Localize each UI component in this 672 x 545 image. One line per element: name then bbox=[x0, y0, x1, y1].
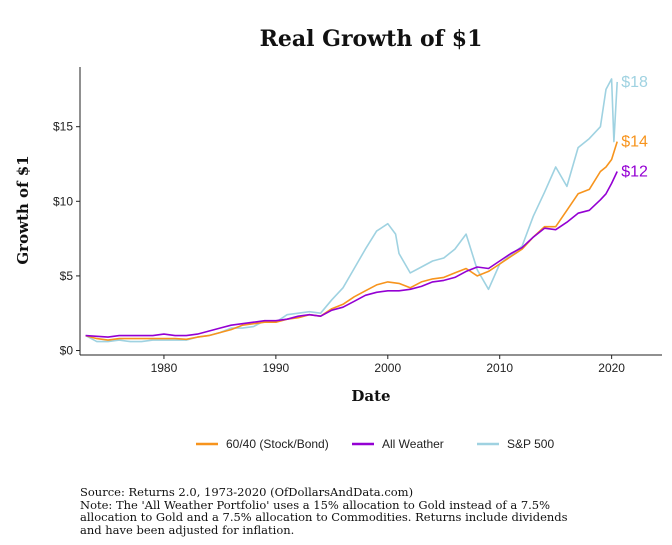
series-line-1 bbox=[85, 171, 618, 338]
legend-label-sp500: S&P 500 bbox=[507, 437, 554, 451]
source-line-1: Source: Returns 2.0, 1973-2020 (OfDollar… bbox=[80, 485, 414, 499]
source-note: Source: Returns 2.0, 1973-2020 (OfDollar… bbox=[80, 486, 665, 536]
source-line-2: Note: The 'All Weather Portfolio' uses a… bbox=[80, 497, 551, 512]
x-tick-label: 1990 bbox=[263, 361, 290, 375]
end-label-2: $18 bbox=[621, 74, 648, 91]
x-tick-label: 2000 bbox=[374, 361, 401, 375]
legend: 60/40 (Stock/Bond) All Weather S&P 500 bbox=[196, 437, 554, 451]
legend-item-all-weather: All Weather bbox=[352, 437, 444, 451]
x-tick-label: 1980 bbox=[151, 361, 178, 375]
legend-item-sp500: S&P 500 bbox=[477, 437, 554, 451]
end-labels: $14 $12 $18 bbox=[621, 74, 648, 181]
x-tick-label: 2020 bbox=[598, 361, 625, 375]
legend-item-6040: 60/40 (Stock/Bond) bbox=[196, 437, 329, 451]
legend-label-6040: 60/40 (Stock/Bond) bbox=[226, 437, 329, 451]
y-tick-label: $15 bbox=[53, 120, 73, 134]
end-label-0: $14 bbox=[621, 134, 648, 151]
y-axis-title: Growth of $1 bbox=[14, 155, 32, 264]
chart-title: Real Growth of $1 bbox=[260, 26, 483, 52]
y-tick-label: $10 bbox=[53, 194, 73, 208]
x-axis-title: Date bbox=[351, 387, 390, 405]
x-axis-ticks: 1980 1990 2000 2010 2020 bbox=[151, 355, 625, 375]
source-line-3: allocation to Gold and a 7.5% allocation… bbox=[80, 510, 568, 524]
end-label-1: $12 bbox=[621, 163, 648, 180]
x-tick-label: 2010 bbox=[486, 361, 513, 375]
y-axis-ticks: $0 $5 $10 $15 bbox=[53, 120, 80, 358]
legend-label-all-weather: All Weather bbox=[382, 437, 444, 451]
series-lines bbox=[85, 78, 618, 343]
y-tick-label: $5 bbox=[60, 269, 74, 283]
series-line-0 bbox=[85, 141, 618, 341]
plot-area: $0$5$10$15 1980 1990 2000 2010 2020 $14$12$1… bbox=[53, 67, 662, 375]
source-line-4: and have been adjusted for inflation. bbox=[80, 522, 295, 537]
series-line-2 bbox=[85, 78, 618, 343]
y-tick-label: $0 bbox=[60, 344, 74, 358]
